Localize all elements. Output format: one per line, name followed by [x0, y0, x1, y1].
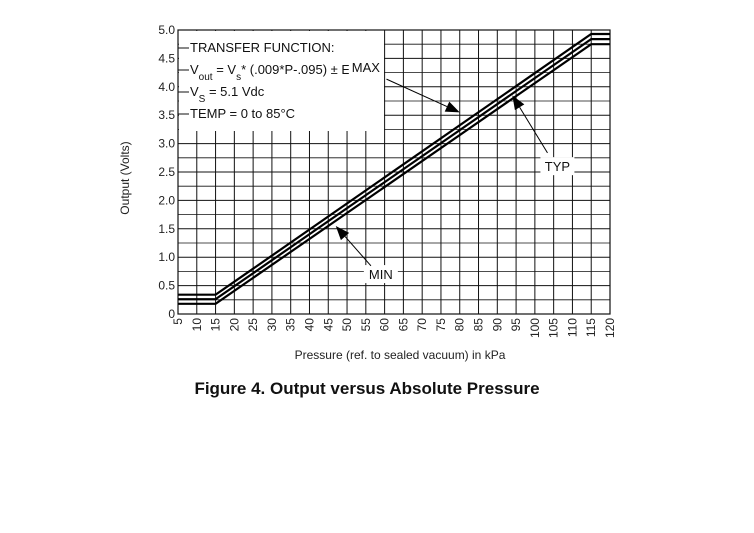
annotation-arrow-line	[386, 78, 448, 108]
x-tick-label: 45	[321, 318, 335, 332]
x-tick-label: 70	[415, 318, 429, 332]
x-tick-label: 95	[509, 318, 523, 332]
x-tick-label: 120	[603, 318, 617, 338]
transfer-function-line: VS = 5.1 Vdc	[190, 84, 265, 105]
x-axis-label: Pressure (ref. to sealed vacuum) in kPa	[295, 348, 506, 362]
transfer-function-line: TRANSFER FUNCTION:	[190, 40, 334, 55]
x-tick-label: 105	[547, 318, 561, 338]
x-tick-label: 15	[209, 318, 223, 332]
figure-caption: Figure 4. Output versus Absolute Pressur…	[194, 379, 540, 398]
transfer-function-box	[179, 31, 384, 131]
transfer-function-line: TEMP = 0 to 85°C	[190, 106, 295, 121]
y-tick-label: 2.0	[158, 193, 175, 207]
y-tick-label: 0	[168, 307, 175, 321]
annotation-arrow-head	[512, 95, 525, 111]
y-tick-label: 0.5	[158, 279, 175, 293]
x-tick-label: 20	[227, 318, 241, 332]
tick-labels: 0 0.5 1.0 1.5 2.0 2.5 3.0 3.5 4.0 4.5 5.0 5 10 15 20 25…	[158, 23, 617, 338]
annotation-bg	[348, 57, 383, 76]
annotation-arrow-line	[344, 236, 372, 267]
transfer-function-line: Vout = Vs* (.009*P-.095) ± Error	[190, 62, 371, 83]
x-tick-label: 75	[434, 318, 448, 332]
x-tick-label: 50	[340, 318, 354, 332]
annotations: MAX TYP MIN	[335, 57, 575, 284]
y-tick-label: 1.0	[158, 250, 175, 264]
x-tick-label: 85	[472, 318, 486, 332]
annotation-arrow-line	[519, 107, 548, 154]
y-tick-label: 3.0	[158, 137, 175, 151]
annotation-label-typ: TYP	[545, 159, 570, 174]
plot-frame	[177, 29, 611, 315]
annotation-label-max: MAX	[352, 60, 381, 75]
x-tick-label: 90	[490, 318, 504, 332]
x-tick-label: 40	[302, 318, 316, 332]
series-line-typ	[178, 37, 610, 301]
x-tick-label: 110	[565, 318, 579, 337]
y-tick-label: 3.5	[158, 108, 175, 122]
y-axis-label: Output (Volts)	[118, 141, 132, 214]
x-tick-label: 115	[584, 318, 598, 337]
x-tick-label: 100	[528, 318, 542, 338]
annotation-arrow-head	[444, 101, 460, 113]
x-tick-label: 5	[171, 318, 185, 325]
transfer-function-text: TRANSFER FUNCTION: Vout = Vs* (.009*P-.09…	[178, 40, 371, 121]
y-tick-label: 4.5	[158, 51, 175, 65]
x-tick-label: 55	[359, 318, 373, 332]
annotation-bg	[363, 265, 398, 284]
x-tick-label: 35	[284, 318, 298, 332]
x-tick-label: 30	[265, 318, 279, 332]
annotation-arrow-head	[335, 225, 350, 241]
series-line-min	[178, 43, 610, 305]
annotation-bg	[540, 157, 575, 176]
y-tick-label: 5.0	[158, 23, 175, 37]
y-tick-label: 4.0	[158, 80, 175, 94]
series-line-max	[178, 32, 610, 296]
x-tick-label: 60	[378, 318, 392, 332]
grid	[177, 29, 611, 315]
y-tick-label: 1.5	[158, 222, 175, 236]
x-tick-label: 80	[453, 318, 467, 332]
series-layer	[178, 32, 610, 305]
x-tick-label: 25	[246, 318, 260, 332]
annotation-label-min: MIN	[369, 267, 393, 282]
x-tick-label: 10	[190, 318, 204, 332]
x-tick-label: 65	[396, 318, 410, 332]
y-tick-label: 2.5	[158, 165, 175, 179]
